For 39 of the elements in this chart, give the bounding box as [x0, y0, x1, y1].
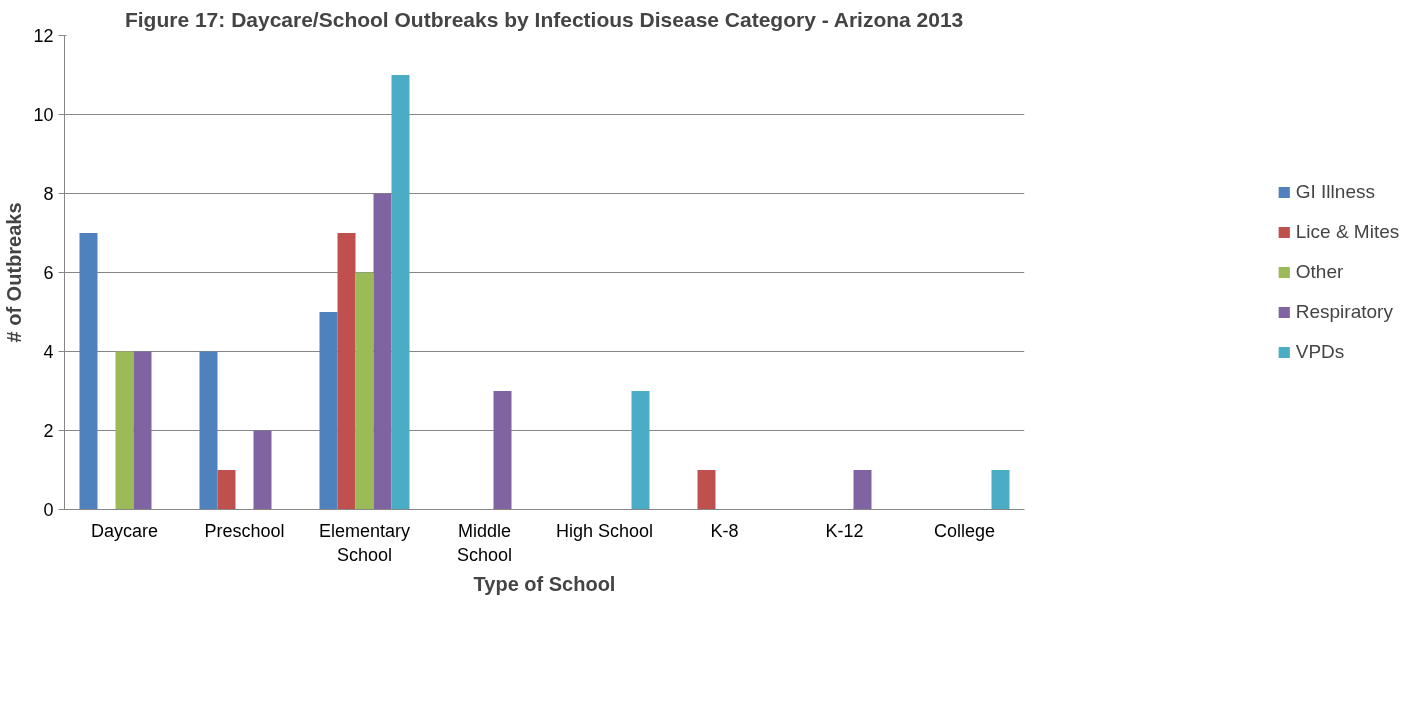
bar — [199, 351, 218, 510]
y-tick-label: 8 — [43, 184, 54, 204]
x-tick-label: College — [933, 520, 996, 541]
bar — [337, 233, 356, 510]
x-axis-title: Type of School — [473, 572, 616, 595]
bar — [697, 470, 716, 510]
bar — [133, 351, 152, 510]
bar — [217, 470, 236, 510]
legend-label: VPDs — [1295, 341, 1345, 363]
legend-label: Other — [1295, 261, 1344, 283]
y-tick-label: 4 — [43, 342, 54, 362]
bar — [253, 430, 272, 510]
bar — [493, 391, 512, 510]
bar — [853, 470, 872, 510]
x-tick-label: Elementary School — [318, 520, 411, 565]
bar — [391, 75, 410, 510]
bar — [115, 351, 134, 510]
x-tick-label: K-8 — [710, 520, 739, 541]
y-tick-label: 2 — [43, 421, 54, 441]
x-tick-label: High School — [555, 520, 654, 541]
bar — [355, 272, 374, 510]
bar — [991, 470, 1010, 510]
x-tick-label: Middle School — [456, 520, 513, 565]
chart-title: Figure 17: Daycare/School Outbreaks by Infectious Disease Category - Arizona 2013 — [124, 7, 964, 31]
y-tick-label: 0 — [43, 500, 54, 520]
bar — [319, 312, 338, 510]
y-axis-title: # of Outbreaks — [3, 202, 26, 343]
x-tick-label: Preschool — [204, 520, 285, 541]
legend-label: Lice & Mites — [1295, 221, 1400, 243]
bar — [79, 233, 98, 510]
x-tick-label: Daycare — [90, 520, 159, 541]
y-tick-label: 10 — [33, 105, 54, 125]
legend-label: GI Illness — [1295, 181, 1375, 203]
bar — [373, 193, 392, 510]
bar — [631, 391, 650, 510]
legend-label: Respiratory — [1295, 301, 1393, 323]
y-tick-label: 6 — [43, 263, 54, 283]
y-tick-label: 12 — [33, 26, 54, 46]
x-tick-label: K-12 — [825, 520, 864, 541]
